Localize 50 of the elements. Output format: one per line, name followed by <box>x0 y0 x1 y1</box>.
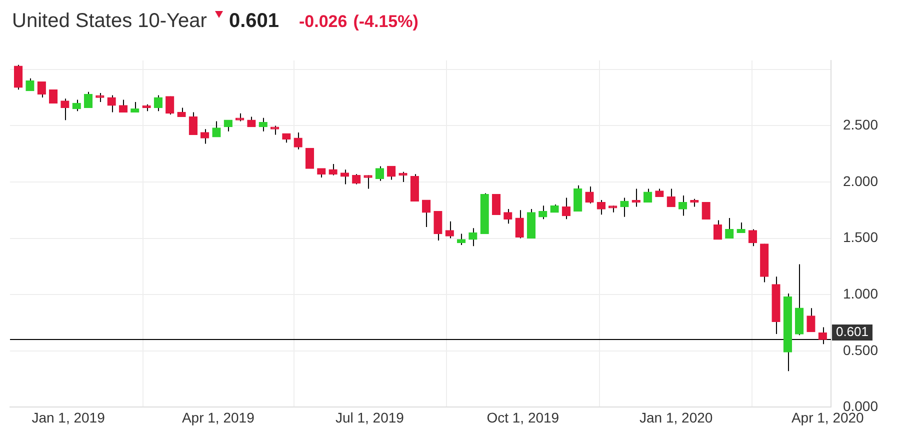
candlestick <box>305 148 314 169</box>
y-tick-label: 1.000 <box>842 285 878 302</box>
chart-title: United States 10-Year <box>12 10 207 32</box>
candlestick <box>166 96 174 115</box>
candlestick <box>130 102 140 113</box>
candlestick <box>294 132 302 150</box>
x-tick-label: Jan 1, 2020 <box>640 409 713 426</box>
candlestick <box>60 98 70 121</box>
text: (-4.15%) <box>353 12 418 31</box>
candlestick <box>456 233 466 246</box>
candlestick <box>678 195 688 216</box>
candlestick <box>96 92 104 103</box>
candlestick <box>200 128 210 144</box>
candlestick <box>72 99 81 112</box>
text: -0.026 <box>299 12 348 31</box>
candlestick <box>107 94 116 113</box>
y-tick-label: 0.500 <box>842 342 878 358</box>
candlestick <box>224 120 232 132</box>
x-tick-label: Jul 1, 2019 <box>335 409 404 426</box>
text: 0.601 <box>228 10 280 32</box>
y-tick-label: 1.500 <box>842 229 878 246</box>
candlestick <box>188 112 198 136</box>
candlestick <box>410 174 419 202</box>
candlestick <box>364 174 372 190</box>
candlestick <box>282 133 291 144</box>
candlestick <box>445 220 454 239</box>
candlestick <box>574 184 582 212</box>
y-tick-label: 2.500 <box>842 116 878 133</box>
candlestick <box>434 210 442 242</box>
candlestick <box>328 163 338 176</box>
candlestick <box>736 222 746 234</box>
candlestick <box>340 169 350 185</box>
candlestick <box>492 194 501 215</box>
x-tick-label: Oct 1, 2019 <box>486 409 560 426</box>
candlestick <box>620 197 629 218</box>
ref-line-label: 0.601 <box>836 324 869 340</box>
candlestick <box>713 220 722 240</box>
candlestick <box>538 205 548 220</box>
candlestick <box>177 107 186 118</box>
candlestick <box>806 308 816 332</box>
candlestick <box>504 208 512 224</box>
candlestick <box>258 117 268 132</box>
x-tick-label: Apr 1, 2019 <box>182 409 255 426</box>
candlestick <box>14 64 23 90</box>
candlestick <box>515 210 524 239</box>
candlestick <box>247 116 256 128</box>
y-tick-label: 2.000 <box>842 172 878 189</box>
candlestick <box>702 202 710 220</box>
candlestick <box>468 228 478 247</box>
x-tick-label: Jan 1, 2019 <box>32 409 106 426</box>
